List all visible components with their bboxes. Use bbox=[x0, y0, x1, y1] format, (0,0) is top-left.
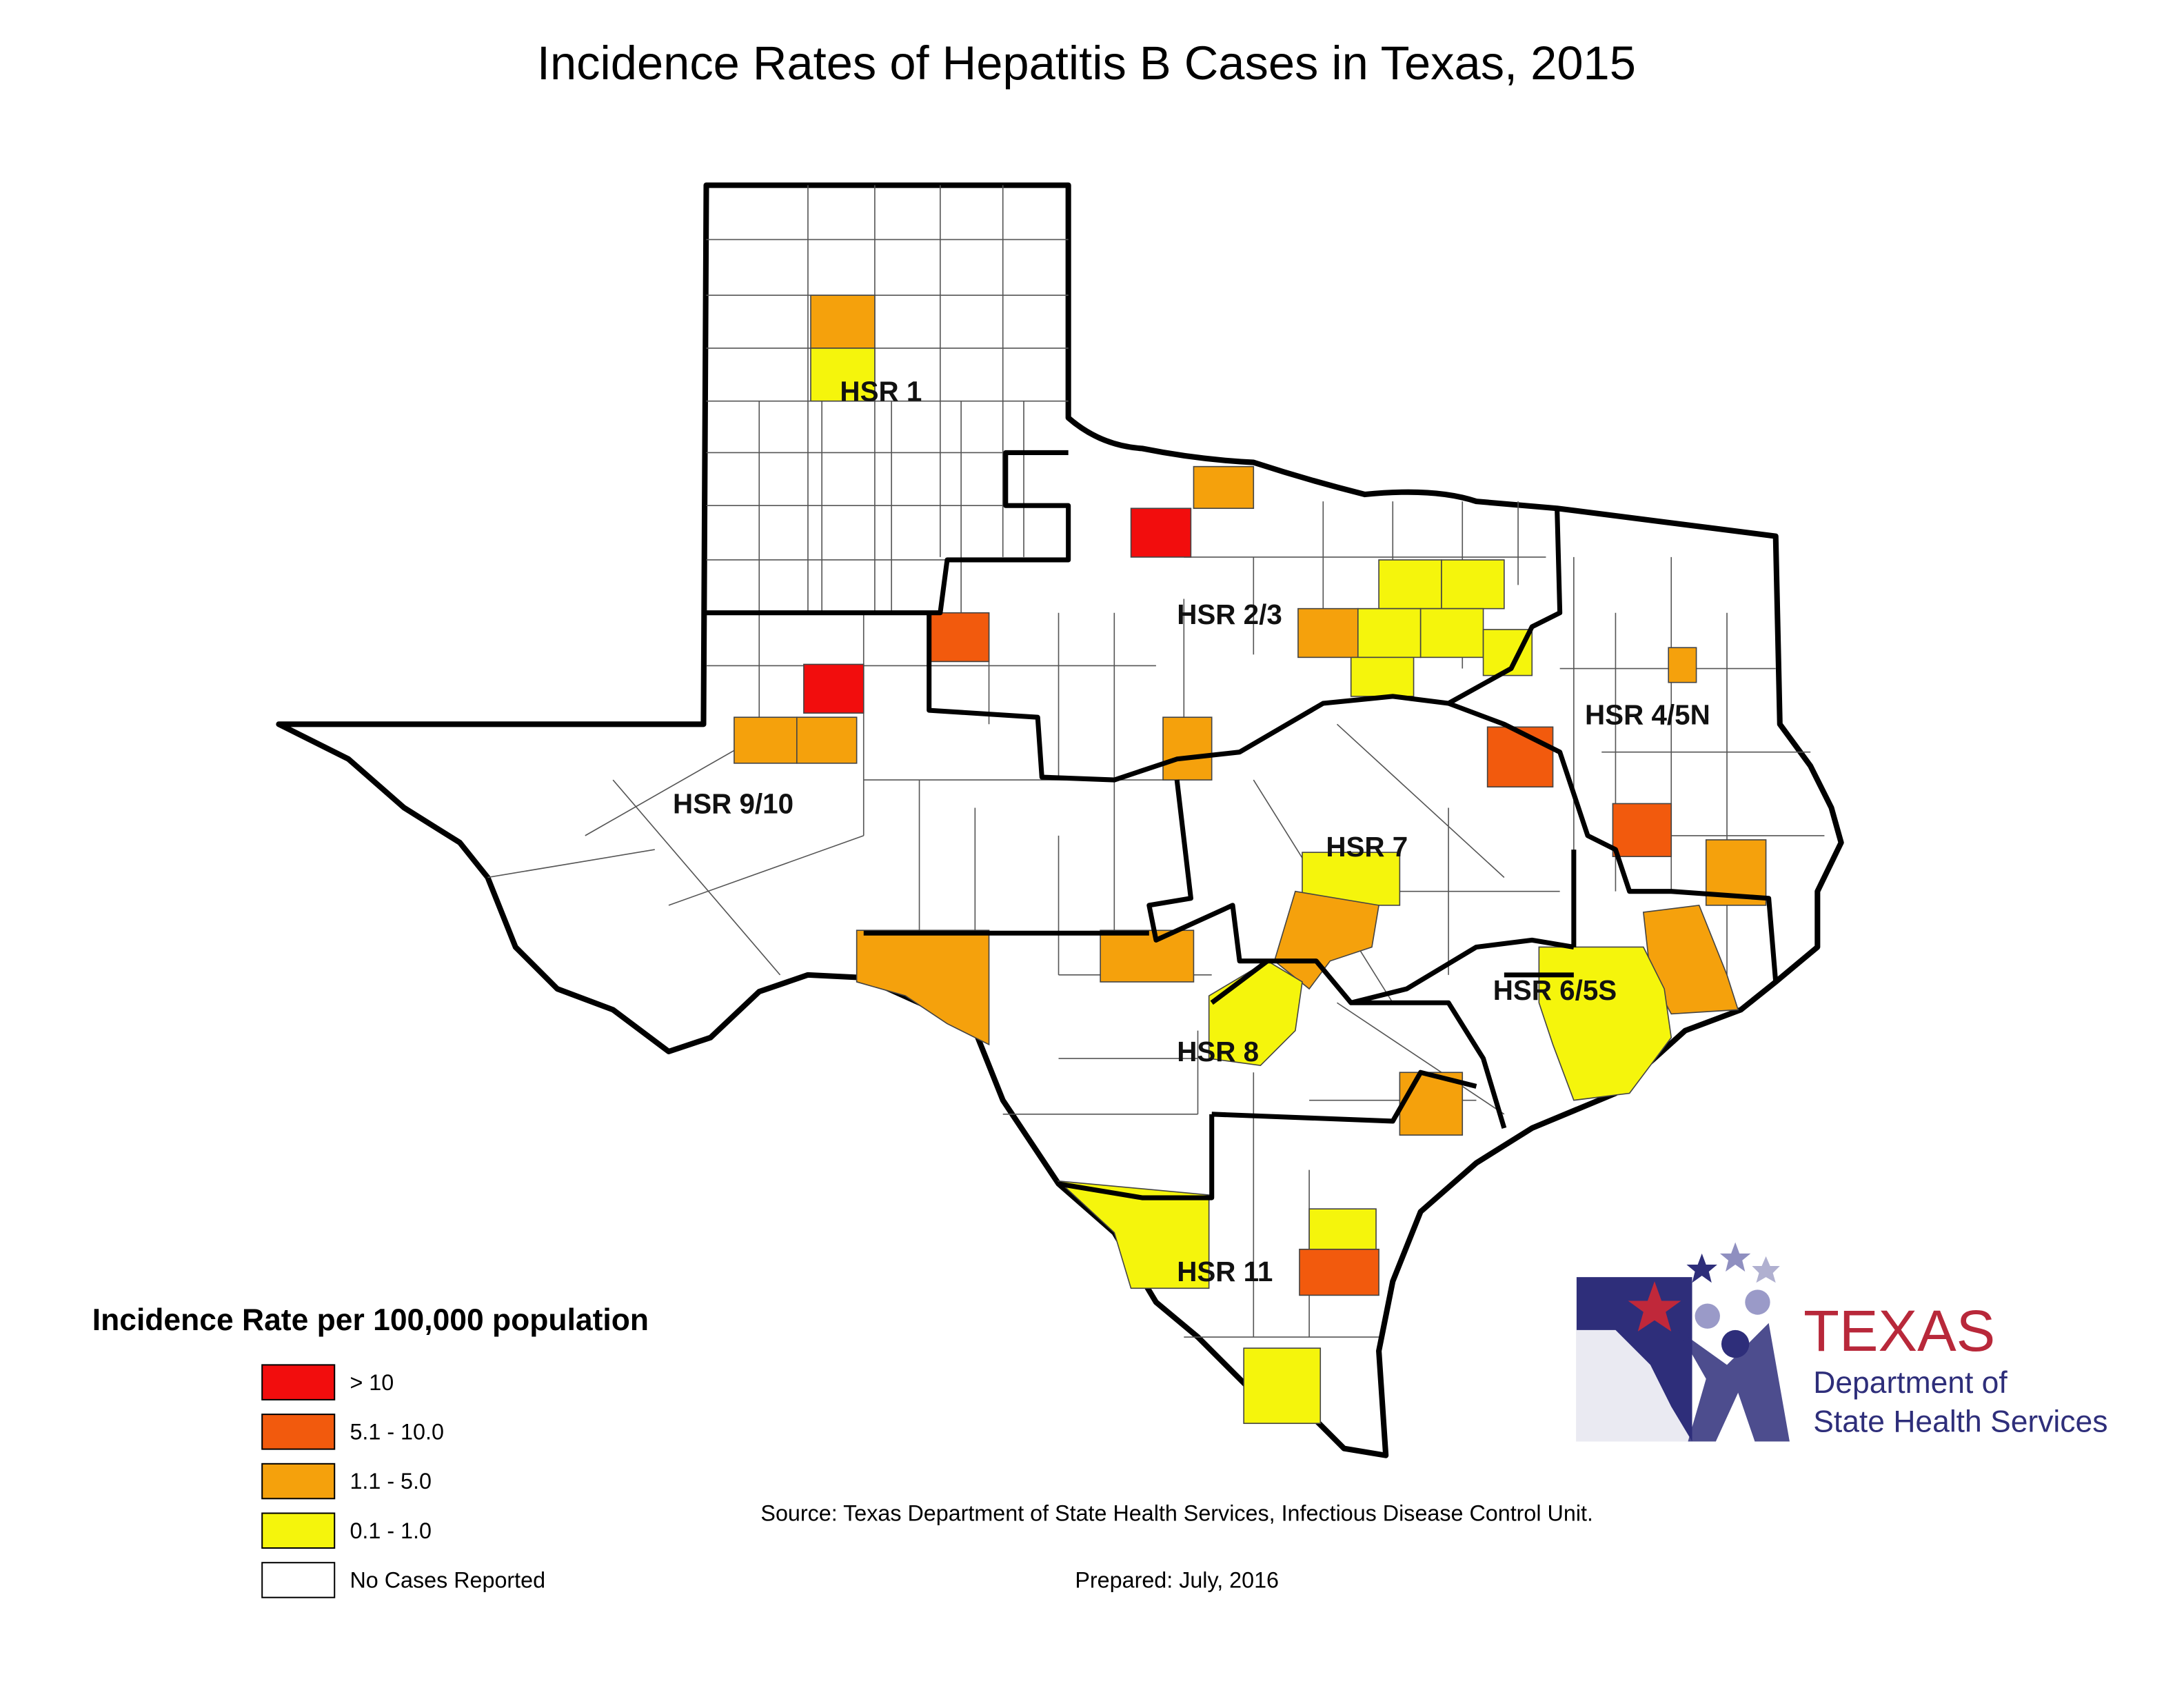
logo: TEXAS Department of State Health Service… bbox=[1576, 1242, 2107, 1442]
county bbox=[1612, 803, 1672, 857]
county bbox=[1193, 465, 1255, 510]
texas-outline bbox=[276, 182, 1844, 1458]
logo-name: TEXAS bbox=[1803, 1298, 1995, 1363]
region-label: HSR 2/3 bbox=[1177, 599, 1282, 630]
logo-figure bbox=[1695, 1303, 1720, 1329]
county bbox=[796, 716, 858, 764]
logo-figure bbox=[1678, 1323, 1790, 1442]
county bbox=[1130, 508, 1192, 558]
county bbox=[1668, 647, 1697, 683]
logo-star bbox=[1719, 1242, 1751, 1272]
region-label: HSR 6/5S bbox=[1493, 974, 1617, 1006]
legend-swatch bbox=[261, 1414, 336, 1450]
county bbox=[1299, 1248, 1379, 1296]
map-title: Incidence Rates of Hepatitis B Cases in … bbox=[537, 37, 1636, 90]
region-label: HSR 1 bbox=[840, 376, 922, 408]
county bbox=[810, 348, 876, 402]
legend-swatch bbox=[261, 1512, 336, 1549]
region-label: HSR 11 bbox=[1177, 1256, 1273, 1287]
region-label: HSR 8 bbox=[1177, 1036, 1259, 1067]
county bbox=[1538, 946, 1672, 1101]
legend-title: Incidence Rate per 100,000 population bbox=[92, 1303, 649, 1337]
legend-swatch bbox=[261, 1562, 336, 1598]
county bbox=[810, 294, 876, 349]
legend-label: 1.1 - 5.0 bbox=[350, 1469, 431, 1494]
region-label: HSR 9/10 bbox=[673, 788, 793, 820]
prepared-note: Prepared: July, 2016 bbox=[1075, 1568, 1279, 1593]
legend-swatch bbox=[261, 1463, 336, 1500]
logo-line: Department of bbox=[1813, 1366, 2008, 1400]
logo-line: State Health Services bbox=[1813, 1405, 2107, 1438]
county bbox=[1057, 1180, 1210, 1289]
logo-star bbox=[1752, 1256, 1780, 1283]
legend: Incidence Rate per 100,000 population > … bbox=[92, 1303, 649, 1598]
county bbox=[928, 612, 990, 663]
county bbox=[1100, 930, 1195, 983]
logo-figure bbox=[1745, 1289, 1770, 1315]
county bbox=[1486, 726, 1554, 787]
county bbox=[1162, 716, 1213, 781]
county bbox=[1378, 559, 1442, 610]
shaded-counties bbox=[734, 294, 1767, 1425]
county bbox=[1441, 559, 1505, 610]
logo-shape bbox=[1576, 1329, 1692, 1442]
texas-map: HSR 1 HSR 2/3 HSR 4/5N HSR 9/10 HSR 7 HS… bbox=[276, 182, 1844, 1458]
county bbox=[803, 663, 865, 714]
region-borders bbox=[706, 450, 1779, 1200]
county bbox=[1399, 1072, 1464, 1136]
county bbox=[1297, 607, 1359, 659]
legend-label: > 10 bbox=[350, 1370, 394, 1395]
county bbox=[1357, 607, 1422, 659]
region-label: HSR 7 bbox=[1326, 831, 1408, 863]
county bbox=[1308, 1208, 1377, 1254]
county bbox=[734, 716, 798, 764]
legend-swatch bbox=[261, 1364, 336, 1400]
source-note: Source: Texas Department of State Health… bbox=[760, 1501, 1593, 1526]
legend-label: No Cases Reported bbox=[350, 1568, 545, 1593]
region-label: HSR 4/5N bbox=[1585, 699, 1710, 730]
logo-star bbox=[1686, 1253, 1717, 1283]
county bbox=[1350, 656, 1415, 697]
logo-star bbox=[1628, 1281, 1681, 1332]
county bbox=[1419, 607, 1484, 659]
legend-label: 5.1 - 10.0 bbox=[350, 1419, 443, 1444]
legend-label: 0.1 - 1.0 bbox=[350, 1518, 431, 1543]
county bbox=[856, 930, 990, 1046]
county bbox=[1243, 1347, 1322, 1425]
